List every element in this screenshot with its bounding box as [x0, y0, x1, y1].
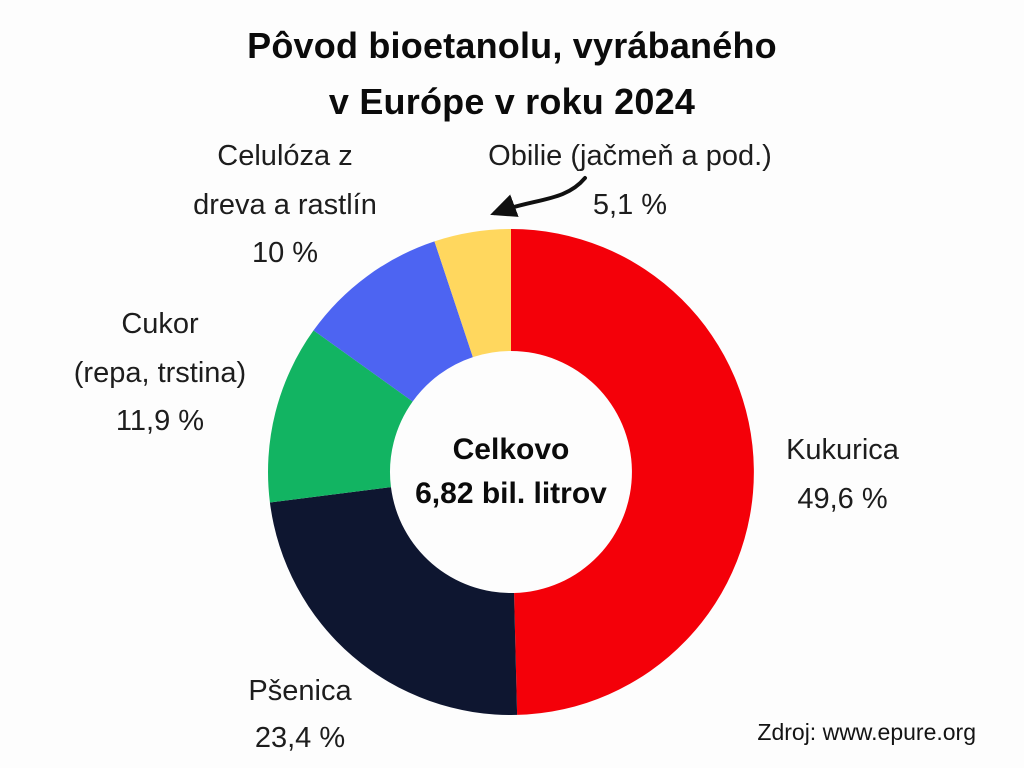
center-label-line2: 6,82 bil. litrov: [415, 476, 607, 510]
label-cukor-line2: (repa, trstina): [73, 356, 247, 389]
chart-title: Pôvod bioetanolu, vyrábaného v Európe v …: [0, 18, 1024, 130]
label-obilie-line1: Obilie (jačmeň a pod.): [488, 140, 772, 172]
label-celuloza-line1: Celulóza z: [217, 140, 353, 172]
label-psenica-value: 23,4 %: [254, 721, 346, 754]
source-credit: Zdroj: www.epure.org: [757, 719, 976, 745]
label-kukurica: Kukurica 49,6 %: [715, 426, 970, 523]
label-kukurica-line1: Kukurica: [786, 434, 899, 466]
donut-segment-4: [313, 241, 473, 402]
donut-segment-3: [268, 330, 413, 503]
chart-title-line1: Pôvod bioetanolu, vyrábaného: [247, 25, 777, 66]
donut-segment-5: [434, 229, 511, 358]
label-obilie: Obilie (jačmeň a pod.) 5,1 %: [425, 132, 835, 229]
label-celuloza-value: 10 %: [251, 237, 319, 270]
label-cukor-line1: Cukor: [121, 308, 199, 340]
chart-title-line2: v Európe v roku 2024: [328, 80, 696, 122]
label-psenica: Pšenica 23,4 %: [170, 668, 430, 762]
donut-segments: [268, 229, 754, 715]
label-celuloza: Celulóza z dreva a rastlín 10 %: [150, 132, 420, 278]
donut-center-label: Celkovo 6,82 bil. litrov: [361, 428, 661, 515]
center-label-line1: Celkovo: [452, 433, 570, 466]
donut-segment-2: [269, 487, 518, 715]
label-cukor-value: 11,9 %: [115, 405, 205, 438]
label-cukor: Cukor (repa, trstina) 11,9 %: [15, 300, 305, 446]
label-obilie-value: 5,1 %: [592, 188, 668, 221]
label-psenica-line1: Pšenica: [248, 675, 352, 707]
arrow-to-obilie-icon: [490, 176, 587, 217]
label-kukurica-value: 49,6 %: [797, 482, 888, 515]
label-celuloza-line2: dreva a rastlín: [193, 188, 377, 221]
donut-segment-1: [511, 229, 754, 715]
